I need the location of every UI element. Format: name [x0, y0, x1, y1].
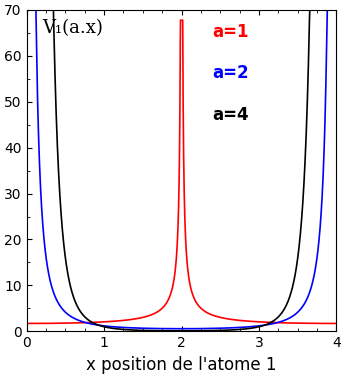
a=2 [37, 161, 41, 165]
a=2 [43, 248, 47, 253]
a=2 [334, 8, 338, 12]
a=2 [318, 226, 322, 230]
a=1 [85, 320, 89, 325]
Text: a=2: a=2 [213, 64, 249, 82]
a=2 [179, 327, 184, 331]
a=4 [37, 8, 41, 12]
a=2 [176, 327, 180, 331]
a=1 [176, 221, 180, 226]
Line: a=1: a=1 [27, 20, 336, 324]
a=4 [85, 317, 89, 321]
Line: a=2: a=2 [27, 10, 336, 329]
a=4 [24, 8, 29, 12]
a=4 [43, 8, 47, 12]
a=1 [37, 321, 41, 326]
Text: a=1: a=1 [213, 23, 249, 40]
a=4 [318, 8, 322, 12]
a=1 [43, 321, 47, 326]
a=4 [334, 8, 338, 12]
Line: a=4: a=4 [27, 10, 336, 331]
a=2 [26, 8, 30, 12]
a=1 [26, 321, 30, 326]
a=4 [179, 328, 184, 333]
a=2 [85, 321, 89, 325]
a=2 [24, 8, 29, 12]
a=4 [26, 8, 30, 12]
a=4 [176, 328, 180, 333]
Text: a=4: a=4 [213, 106, 249, 124]
a=1 [178, 18, 183, 22]
a=1 [24, 321, 29, 326]
a=1 [334, 321, 338, 326]
a=1 [318, 321, 322, 326]
Text: V₁(a.x): V₁(a.x) [42, 19, 103, 37]
X-axis label: x position de l'atome 1: x position de l'atome 1 [86, 356, 277, 374]
